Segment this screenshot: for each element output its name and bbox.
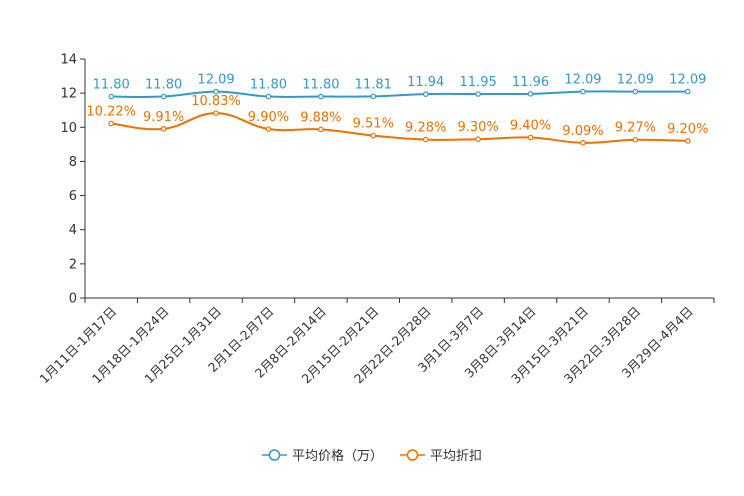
data-point[interactable] bbox=[422, 136, 429, 143]
y-tick-label: 10 bbox=[60, 121, 77, 136]
data-label: 9.40% bbox=[510, 119, 551, 134]
data-label: 12.09 bbox=[197, 73, 234, 88]
series-line-0 bbox=[111, 90, 688, 99]
series-line-1 bbox=[111, 112, 688, 144]
axes: 024681012141月11日-1月17日1月18日-1月24日1月25日-1… bbox=[36, 53, 715, 386]
data-label: 12.09 bbox=[617, 73, 654, 88]
data-label: 9.20% bbox=[667, 122, 708, 137]
data-label: 11.81 bbox=[355, 77, 392, 92]
y-tick-label: 6 bbox=[69, 189, 77, 204]
data-label: 11.80 bbox=[302, 78, 339, 93]
data-point[interactable] bbox=[632, 88, 639, 95]
data-point[interactable] bbox=[527, 91, 534, 97]
data-labels: 11.80 11.80 12.09 11.80 11.80 11.81 11.94 11.95… bbox=[86, 73, 708, 139]
data-label: 9.91% bbox=[143, 110, 184, 125]
data-label: 11.80 bbox=[145, 78, 182, 93]
legend-item-1[interactable]: 平均折扣 bbox=[400, 449, 482, 464]
data-label: 11.95 bbox=[460, 75, 497, 90]
y-tick-label: 8 bbox=[69, 155, 77, 170]
data-point[interactable] bbox=[160, 93, 167, 100]
data-point[interactable] bbox=[318, 126, 324, 133]
data-point[interactable] bbox=[160, 126, 167, 132]
data-point[interactable] bbox=[265, 93, 272, 100]
data-label: 9.90% bbox=[248, 110, 289, 125]
y-tick-label: 0 bbox=[69, 292, 77, 307]
data-point[interactable] bbox=[527, 134, 534, 141]
legend-marker-icon bbox=[268, 449, 281, 461]
data-label: 9.51% bbox=[353, 117, 394, 132]
data-label: 9.27% bbox=[615, 121, 656, 136]
data-point[interactable] bbox=[580, 88, 586, 95]
data-label: 12.09 bbox=[669, 73, 706, 88]
data-label: 11.94 bbox=[407, 75, 444, 90]
data-point[interactable] bbox=[370, 93, 377, 100]
data-point[interactable] bbox=[213, 88, 219, 95]
data-label: 11.80 bbox=[250, 78, 287, 93]
data-point[interactable] bbox=[213, 110, 219, 116]
data-label: 9.09% bbox=[562, 124, 603, 139]
data-point[interactable] bbox=[370, 132, 377, 139]
y-tick-label: 12 bbox=[60, 87, 77, 102]
data-point[interactable] bbox=[580, 140, 586, 146]
data-point[interactable] bbox=[632, 136, 639, 143]
data-label: 11.96 bbox=[512, 75, 549, 90]
series-layer bbox=[108, 88, 691, 146]
data-point[interactable] bbox=[108, 120, 115, 127]
legend[interactable]: 平均价格（万） 平均折扣 bbox=[262, 448, 482, 464]
data-point[interactable] bbox=[684, 138, 691, 144]
y-tick-label: 14 bbox=[60, 53, 77, 68]
data-point[interactable] bbox=[265, 126, 272, 132]
data-label: 9.30% bbox=[457, 120, 498, 135]
data-label: 11.80 bbox=[93, 78, 130, 93]
legend-label: 平均折扣 bbox=[430, 449, 482, 464]
data-label: 10.83% bbox=[191, 94, 241, 109]
data-point[interactable] bbox=[475, 91, 481, 97]
data-point[interactable] bbox=[108, 93, 115, 100]
data-label: 12.09 bbox=[564, 73, 601, 88]
data-point[interactable] bbox=[422, 91, 429, 97]
data-label: 9.88% bbox=[300, 110, 341, 125]
y-tick-label: 4 bbox=[69, 223, 77, 238]
data-label: 10.22% bbox=[86, 105, 136, 120]
legend-marker-icon bbox=[406, 449, 419, 461]
legend-item-0[interactable]: 平均价格（万） bbox=[262, 448, 383, 464]
data-point[interactable] bbox=[684, 88, 691, 95]
data-point[interactable] bbox=[475, 136, 481, 143]
y-tick-label: 2 bbox=[69, 257, 77, 272]
data-label: 9.28% bbox=[405, 121, 446, 136]
data-point[interactable] bbox=[318, 93, 324, 100]
legend-label: 平均价格（万） bbox=[292, 448, 383, 464]
